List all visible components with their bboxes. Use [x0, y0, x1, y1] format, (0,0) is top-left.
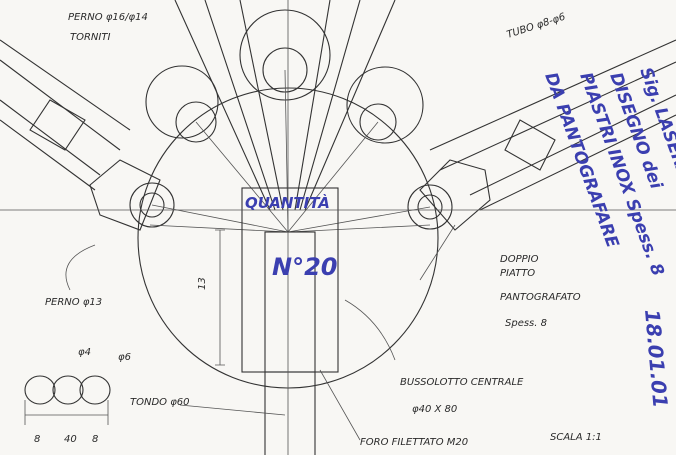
note: φ4	[78, 347, 91, 358]
note: 8	[34, 434, 40, 445]
note: N°20	[272, 253, 337, 281]
note: φ6	[118, 352, 131, 363]
note: FORO FILETTATO M20	[360, 437, 468, 448]
note: Spess. 8	[505, 318, 547, 329]
note: BUSSOLOTTO CENTRALE	[400, 377, 524, 388]
note: 40	[64, 434, 77, 445]
note: PERNO φ16/φ14	[68, 12, 148, 23]
note: 8	[92, 434, 98, 445]
note: DOPPIO	[500, 254, 539, 265]
drawing: PERNO φ16/φ14 TORNITI TUBO φ8-φ6 QUANTIT…	[0, 0, 676, 455]
note: 13	[197, 277, 208, 290]
note: φ40 X 80	[412, 404, 457, 415]
note: SCALA 1:1	[550, 432, 602, 443]
note: TORNITI	[70, 32, 110, 43]
note: PIATTO	[500, 268, 535, 279]
note: PANTOGRAFATO	[500, 292, 581, 303]
note: QUANTITÀ	[245, 193, 330, 212]
note: TONDO φ60	[130, 397, 190, 408]
note: PERNO φ13	[45, 297, 102, 308]
